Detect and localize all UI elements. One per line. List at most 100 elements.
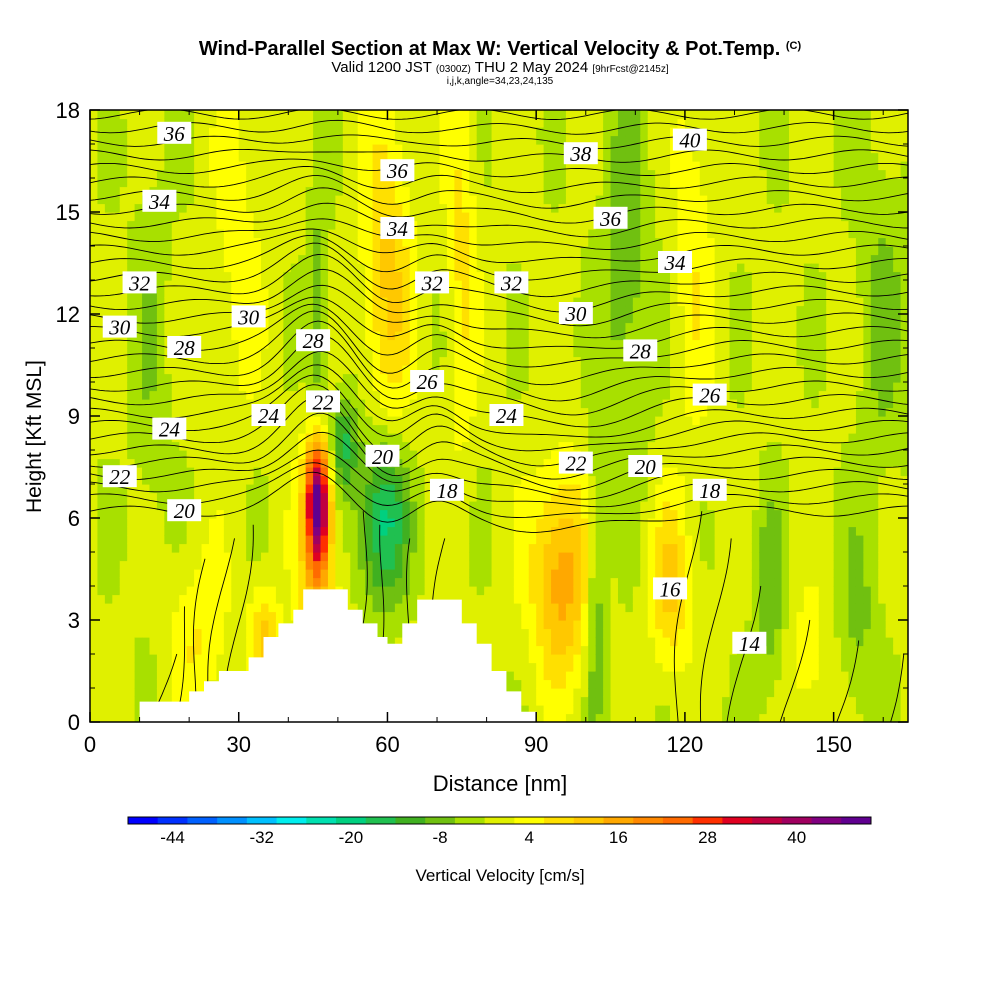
w-cell xyxy=(320,382,329,392)
w-cell xyxy=(142,169,151,179)
w-cell xyxy=(261,135,270,145)
w-cell xyxy=(491,152,500,162)
w-cell xyxy=(208,229,218,239)
w-cell xyxy=(327,110,336,120)
w-cell xyxy=(179,322,188,332)
w-cell xyxy=(149,518,158,528)
w-cell xyxy=(298,458,307,468)
w-cell xyxy=(536,552,545,562)
w-cell xyxy=(134,339,143,349)
w-cell xyxy=(216,560,225,570)
w-cell xyxy=(365,569,374,579)
w-cell xyxy=(194,603,203,613)
w-cell xyxy=(484,271,493,281)
w-cell xyxy=(543,518,552,528)
w-cell xyxy=(513,594,522,604)
w-cell xyxy=(208,280,218,290)
w-cell xyxy=(543,144,552,154)
w-cell xyxy=(275,135,284,145)
w-cell xyxy=(521,611,530,621)
w-cell xyxy=(551,314,560,324)
w-cell xyxy=(350,594,359,604)
w-cell xyxy=(454,535,463,545)
w-cell xyxy=(305,246,314,256)
w-cell xyxy=(201,212,210,222)
w-cell xyxy=(112,127,121,137)
w-cell xyxy=(275,518,284,528)
w-cell xyxy=(223,433,232,443)
w-cell xyxy=(112,518,121,528)
w-cell xyxy=(565,390,574,400)
w-cell xyxy=(543,263,552,273)
w-cell xyxy=(216,526,225,536)
w-cell xyxy=(186,492,195,502)
w-cell xyxy=(454,416,463,426)
w-cell xyxy=(104,254,113,264)
w-cell xyxy=(156,399,165,409)
w-cell xyxy=(298,127,307,137)
w-cell xyxy=(551,339,560,349)
w-cell xyxy=(595,679,604,689)
w-cell xyxy=(298,314,307,324)
w-cell xyxy=(194,458,203,468)
w-cell xyxy=(506,645,515,655)
w-cell xyxy=(357,331,366,341)
w-cell xyxy=(417,458,426,468)
w-cell xyxy=(491,229,500,239)
w-cell xyxy=(142,688,151,698)
w-cell xyxy=(409,518,418,528)
w-cell xyxy=(551,679,560,689)
w-cell xyxy=(179,220,188,230)
w-cell xyxy=(283,577,292,587)
w-cell xyxy=(112,492,121,502)
w-cell xyxy=(558,577,567,587)
w-cell xyxy=(521,229,530,239)
w-cell xyxy=(380,484,389,494)
w-cell xyxy=(97,535,106,545)
w-cell xyxy=(424,195,433,205)
w-cell xyxy=(461,509,470,519)
w-cell xyxy=(97,662,106,672)
w-cell xyxy=(298,526,307,536)
w-cell xyxy=(454,118,463,128)
w-cell xyxy=(179,611,188,621)
w-cell xyxy=(513,645,522,655)
w-cell xyxy=(142,458,151,468)
w-cell xyxy=(573,348,582,358)
w-cell xyxy=(134,492,143,502)
w-cell xyxy=(179,169,188,179)
w-cell xyxy=(134,229,143,239)
w-cell xyxy=(506,169,515,179)
w-cell xyxy=(238,331,247,341)
w-cell xyxy=(208,237,218,247)
w-cell xyxy=(283,526,292,536)
w-cell xyxy=(238,569,247,579)
w-cell xyxy=(513,203,522,213)
w-cell xyxy=(112,356,121,366)
w-cell xyxy=(156,628,165,638)
w-cell xyxy=(521,594,530,604)
w-cell xyxy=(149,322,158,332)
w-cell xyxy=(134,110,143,120)
w-cell xyxy=(283,152,292,162)
w-cell xyxy=(104,603,113,613)
w-cell xyxy=(551,628,560,638)
w-cell xyxy=(521,416,530,426)
w-cell xyxy=(186,637,195,647)
w-cell xyxy=(97,237,106,247)
w-cell xyxy=(484,467,493,477)
w-cell xyxy=(275,543,284,553)
w-cell xyxy=(461,161,470,171)
w-cell xyxy=(580,433,589,443)
w-cell xyxy=(90,705,99,715)
w-cell xyxy=(238,654,247,664)
w-cell xyxy=(290,203,299,213)
w-cell xyxy=(580,509,589,519)
w-cell xyxy=(253,569,262,579)
w-cell xyxy=(223,305,232,315)
w-cell xyxy=(565,169,574,179)
w-cell xyxy=(335,373,344,383)
w-cell xyxy=(104,356,113,366)
w-cell xyxy=(432,322,441,332)
w-cell xyxy=(551,713,560,722)
